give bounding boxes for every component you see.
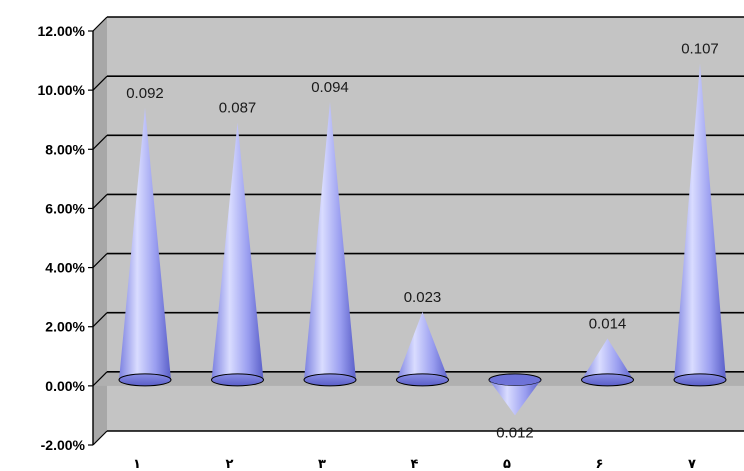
gridline-depth [92,16,108,32]
gridline-depth [92,253,108,268]
x-tick-label: ٣ [318,457,326,471]
y-axis: -2.00% 0.00% 2.00% 4.00% 6.00% 8.00% 10.00% 12.… [38,23,94,453]
gridline-depth [92,312,108,328]
gridline-depth [92,430,108,446]
cones [118,63,727,416]
cone-mark [581,338,634,387]
x-tick-label: ۴ [411,457,419,471]
labels: 0.092 ١ 0.087 ٢ 0.094 ٣ 0.023 ۴ 0.012 ۵ 0.014 ۶ 0.10… [126,40,719,471]
cone-mark [211,122,264,387]
x-tick-label: ۶ [596,457,604,471]
cone-mark [303,101,357,387]
gridline-depth [92,134,108,150]
cone-mark [396,311,449,387]
data-label: 0.012 [496,424,534,441]
cone-mark [673,63,727,387]
y-tick-label: 12.00% [38,23,86,39]
gridline-depth [92,194,108,209]
data-label: 0.014 [589,315,627,332]
y-tick-label: -2.00% [41,437,86,453]
y-tick-label: 2.00% [45,319,85,335]
side-wall [93,17,107,445]
y-tick-label: 6.00% [45,200,85,216]
gridline-depth [92,75,108,91]
x-tick-label: ٢ [226,457,234,471]
x-tick-label: ١ [133,457,141,471]
y-tick-label: 10.00% [38,82,86,98]
gridline-depth [92,371,108,387]
data-label: 0.092 [126,85,164,102]
cone-mark [118,107,172,387]
data-label: 0.023 [404,289,442,306]
x-tick-label: ٧ [688,457,696,471]
x-tick-label: ۵ [503,457,511,471]
data-label: 0.094 [311,79,349,96]
y-tick-label: 4.00% [45,260,85,276]
data-label: 0.107 [681,40,719,57]
y-tick-label: 0.00% [45,378,85,394]
y-tick-label: 8.00% [45,141,85,157]
cone-mark [488,373,542,416]
data-label: 0.087 [219,100,257,117]
